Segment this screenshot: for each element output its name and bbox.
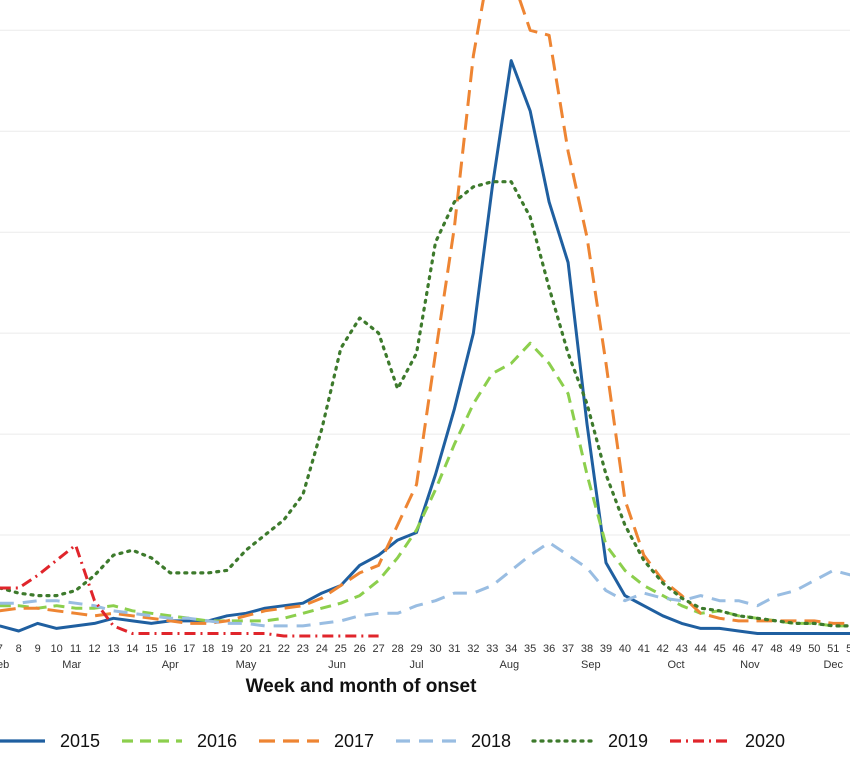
month-label: Dec: [823, 659, 843, 671]
x-tick-label: 42: [657, 643, 669, 655]
x-tick-label: 28: [391, 643, 403, 655]
month-label: Mar: [62, 659, 81, 671]
series-line-2016: [0, 341, 850, 628]
x-tick-label: 49: [789, 643, 801, 655]
x-tick-label: 50: [808, 643, 820, 655]
series-lines: [0, 0, 850, 638]
x-tick-label: 37: [562, 643, 574, 655]
x-tick-label: 29: [410, 643, 422, 655]
x-tick-label: 52: [846, 643, 850, 655]
x-tick-label: 19: [221, 643, 233, 655]
x-tick-label: 40: [619, 643, 631, 655]
x-tick-label: 31: [448, 643, 460, 655]
series-line-2020: [0, 543, 379, 638]
legend: 2015 2016 2017 2018 2019 2020: [0, 731, 785, 751]
month-labels: Feb Mar Apr May Jun Jul Aug Sep Oct Nov Dec: [0, 659, 844, 671]
month-label: Apr: [162, 659, 179, 671]
x-tick-label: 46: [732, 643, 744, 655]
x-tick-label: 9: [35, 643, 41, 655]
legend-label-2016: 2016: [197, 731, 237, 751]
x-tick-label: 36: [543, 643, 555, 655]
x-tick-label: 51: [827, 643, 839, 655]
x-tick-label: 43: [676, 643, 688, 655]
x-tick-label: 25: [335, 643, 347, 655]
x-tick-label: 48: [770, 643, 782, 655]
x-tick-label: 24: [316, 643, 328, 655]
legend-label-2015: 2015: [60, 731, 100, 751]
month-label: Feb: [0, 659, 9, 671]
month-label: Oct: [667, 659, 684, 671]
month-label: Aug: [500, 659, 520, 671]
legend-label-2017: 2017: [334, 731, 374, 751]
x-axis-label: Week and month of onset: [246, 676, 478, 697]
x-tick-label: 22: [278, 643, 290, 655]
x-tick-label: 41: [638, 643, 650, 655]
x-tick-label: 33: [486, 643, 498, 655]
x-tick-label: 13: [107, 643, 119, 655]
month-label: Jul: [409, 659, 423, 671]
x-tick-label: 18: [202, 643, 214, 655]
series-line-2018: [0, 541, 850, 628]
month-label: May: [236, 659, 257, 671]
x-tick-label: 38: [581, 643, 593, 655]
x-tick-label: 45: [713, 643, 725, 655]
x-tick-labels: 7 8 9 10 11 12 13 14 15 16 17 18 19 20 21 22 23 24 25 26 27 2…: [0, 643, 850, 655]
x-tick-label: 20: [240, 643, 252, 655]
x-tick-label: 12: [88, 643, 100, 655]
x-tick-label: 35: [524, 643, 536, 655]
x-tick-label: 26: [354, 643, 366, 655]
legend-label-2019: 2019: [608, 731, 648, 751]
month-label: Jun: [328, 659, 346, 671]
x-tick-label: 15: [145, 643, 157, 655]
x-tick-label: 17: [183, 643, 195, 655]
x-tick-label: 39: [600, 643, 612, 655]
x-tick-label: 21: [259, 643, 271, 655]
x-tick-label: 16: [164, 643, 176, 655]
x-tick-label: 44: [695, 643, 707, 655]
legend-label-2018: 2018: [471, 731, 511, 751]
x-tick-label: 14: [126, 643, 138, 655]
series-line-2019: [0, 180, 850, 628]
legend-label-2020: 2020: [745, 731, 785, 751]
x-tick-label: 27: [373, 643, 385, 655]
series-line-2015: [0, 59, 850, 635]
x-tick-label: 11: [70, 643, 81, 655]
month-label: Nov: [740, 659, 760, 671]
x-tick-label: 10: [50, 643, 62, 655]
x-tick-label: 30: [429, 643, 441, 655]
x-tick-label: 32: [467, 643, 479, 655]
month-label: Sep: [581, 659, 601, 671]
y-gridlines: [0, 29, 850, 536]
series-line-2017: [0, 0, 850, 625]
x-tick-label: 34: [505, 643, 517, 655]
x-tick-label: 47: [751, 643, 763, 655]
x-tick-label: 7: [0, 643, 3, 655]
x-tick-label: 23: [297, 643, 309, 655]
x-tick-label: 8: [16, 643, 22, 655]
